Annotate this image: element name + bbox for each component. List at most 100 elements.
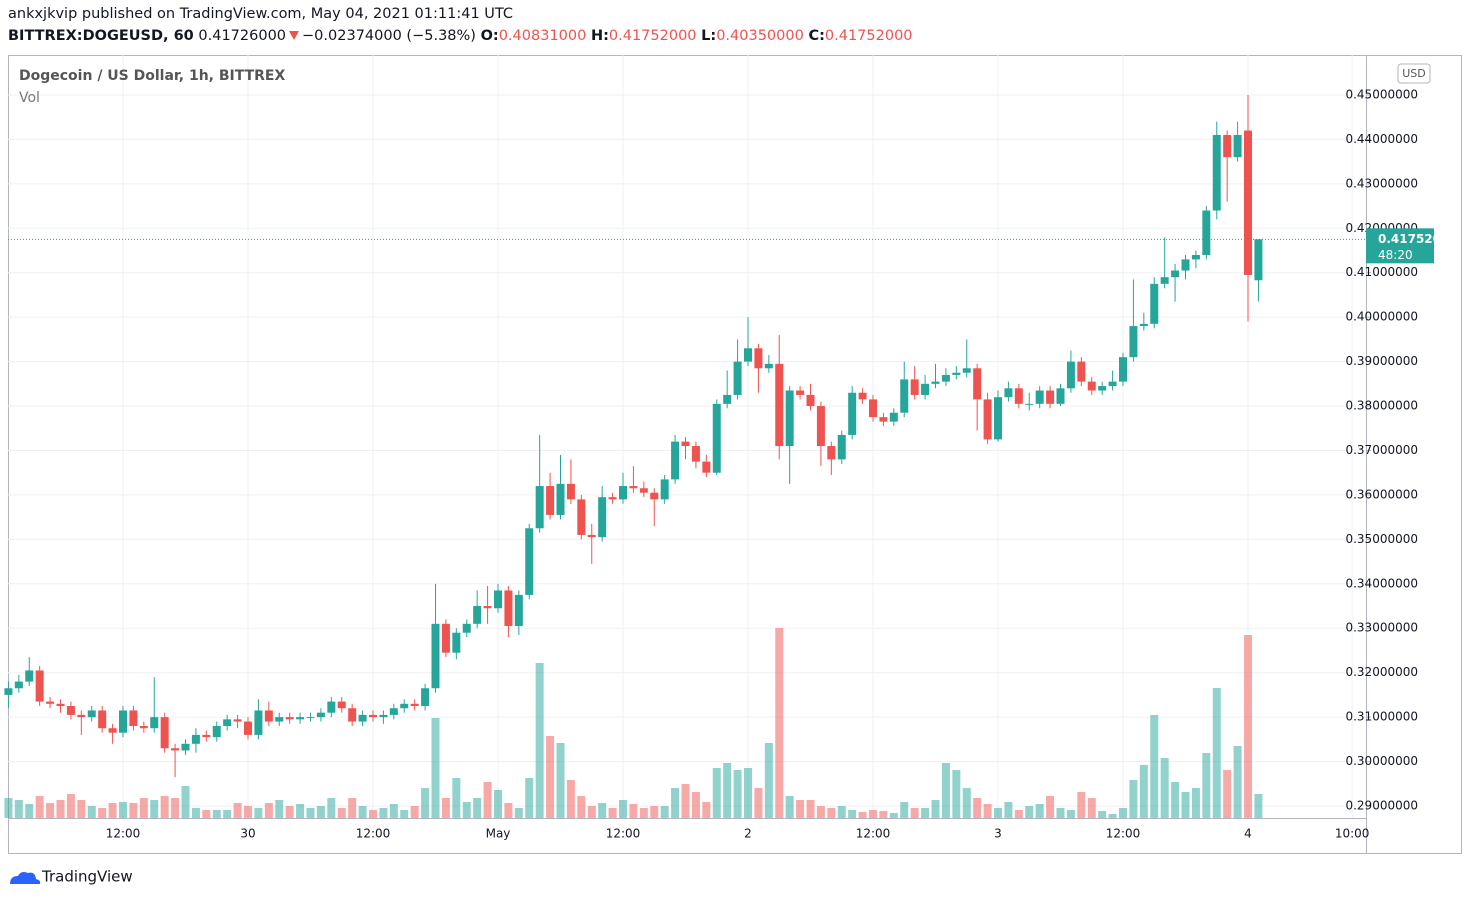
volume-bar — [1223, 770, 1232, 818]
chart-frame — [8, 55, 1462, 854]
volume-bar — [244, 806, 252, 818]
candle-body — [77, 714, 86, 718]
candle-body — [983, 399, 992, 440]
candle-body — [139, 726, 148, 729]
volume-bar — [275, 800, 284, 818]
quote-line: BITTREX:DOGEUSD, 60 0.41726000 −0.0237400… — [8, 28, 913, 44]
volume-bar — [796, 800, 805, 818]
x-tick-label: 4 — [1244, 827, 1252, 841]
volume-bar — [181, 786, 190, 818]
candle-body — [775, 363, 784, 447]
y-tick-label: 0.31000000 — [1345, 710, 1418, 724]
volume-bar — [1066, 810, 1075, 818]
volume-bar — [1035, 804, 1044, 818]
candle-body — [796, 390, 805, 395]
down-arrow — [289, 31, 300, 40]
volume-bar — [608, 808, 617, 818]
volume-bar — [441, 798, 450, 818]
candle-body — [98, 710, 107, 729]
volume-bar — [337, 808, 346, 818]
candle-body — [504, 590, 513, 627]
volume-bar — [1108, 814, 1117, 818]
candle-body — [806, 394, 815, 407]
candle-body — [1098, 386, 1107, 391]
candle-body — [962, 368, 971, 373]
volume-bar — [1139, 765, 1148, 818]
y-tick-label: 0.36000000 — [1345, 487, 1418, 501]
volume-bar — [4, 798, 13, 818]
volume-bar — [431, 718, 440, 818]
volume-bar — [1077, 792, 1086, 818]
candle-body — [900, 379, 909, 413]
candle-body — [608, 497, 617, 500]
publisher: ankxjkvip published on TradingView.com, … — [8, 6, 514, 22]
volume-bar — [369, 810, 378, 818]
volume-bar — [962, 788, 971, 818]
volume-bar — [1233, 746, 1242, 818]
volume-bar — [25, 804, 34, 818]
volume-bar — [233, 803, 242, 818]
volume-bar — [869, 810, 878, 818]
y-tick-label: 0.44000000 — [1345, 132, 1418, 146]
l-value: 0.40350000 — [716, 28, 804, 44]
y-tick-label: 0.35000000 — [1345, 532, 1418, 546]
candle-body — [869, 399, 878, 418]
candle-body — [171, 748, 180, 751]
volume-bar — [806, 800, 815, 818]
candle-body — [598, 497, 607, 538]
volume-bar — [14, 800, 23, 818]
candle-body — [754, 348, 763, 369]
candle-body — [723, 394, 732, 404]
volume-bar — [410, 806, 419, 818]
volume-bar — [952, 770, 961, 818]
candle-body — [212, 726, 221, 738]
volume-bar — [285, 806, 294, 818]
volume-bar — [1160, 758, 1169, 818]
candle-body — [910, 379, 919, 395]
volume-bar — [660, 806, 669, 818]
volume-bar — [577, 796, 586, 818]
volume-bar — [983, 804, 992, 818]
volume-bar — [150, 800, 159, 818]
candle-body — [525, 528, 534, 595]
candle-body — [369, 714, 378, 718]
candle-body — [785, 390, 794, 447]
volume-bar — [504, 803, 513, 818]
candle-body — [1046, 390, 1055, 404]
currency: USD — [1402, 67, 1426, 80]
volume-bar — [1046, 796, 1055, 818]
volume-bar — [744, 768, 753, 818]
volume-bar — [494, 790, 503, 818]
candle-body — [1025, 403, 1034, 405]
x-tick-label: 30 — [240, 827, 255, 841]
candle-body — [46, 701, 55, 704]
volume-bar — [921, 808, 930, 818]
last-price-label: 0.41752000 — [1378, 232, 1458, 246]
candle-body — [931, 381, 940, 384]
candle-body — [14, 681, 23, 689]
candle-body — [410, 703, 419, 707]
candle-body — [952, 372, 961, 375]
candle-body — [129, 710, 138, 727]
volume-bar — [619, 800, 628, 818]
candle-body — [1233, 134, 1242, 158]
candle-body — [639, 488, 648, 493]
candle-body — [827, 446, 836, 460]
candle-body — [858, 392, 867, 400]
candle-body — [389, 708, 398, 715]
candle-body — [650, 492, 659, 500]
candle-body — [1087, 381, 1096, 391]
candle-body — [1254, 239, 1263, 281]
logo-icon — [10, 872, 41, 884]
volume-bar — [139, 798, 148, 818]
candle-body — [889, 412, 898, 422]
candle-body — [431, 623, 440, 689]
volume-bar — [910, 808, 919, 818]
candle-body — [816, 406, 825, 447]
volume-bar — [483, 782, 492, 818]
candle-body — [1014, 388, 1023, 404]
candle-body — [1004, 388, 1013, 398]
candle-body — [660, 479, 669, 500]
